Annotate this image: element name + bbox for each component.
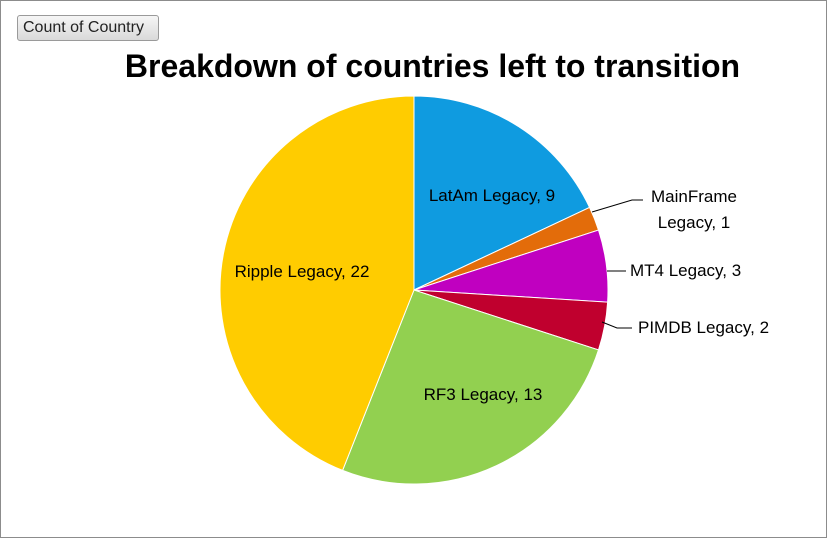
data-label-mainframe-line2: Legacy, 1: [658, 213, 730, 232]
data-label-ripple: Ripple Legacy, 22: [235, 262, 370, 281]
pie-slices: [219, 95, 609, 485]
pie-slice-ripple-legacy[interactable]: [219, 95, 415, 472]
pie-slice-rf3-legacy[interactable]: [341, 289, 600, 485]
leader-lines: [591, 199, 643, 329]
data-labels: LatAm Legacy, 9 MainFrame Legacy, 1 MT4 …: [235, 186, 769, 404]
data-label-latam: LatAm Legacy, 9: [429, 186, 555, 205]
leader-line-pimdb: [601, 321, 632, 329]
pie-slice-latam-legacy[interactable]: [413, 95, 591, 291]
data-label-pimdb: PIMDB Legacy, 2: [638, 318, 769, 337]
count-of-country-field-button[interactable]: Count of Country: [17, 15, 159, 41]
data-label-mt4: MT4 Legacy, 3: [630, 261, 741, 280]
leader-line-mainframe: [591, 199, 643, 213]
data-label-mainframe-line1: MainFrame: [651, 187, 737, 206]
chart-title: Breakdown of countries left to transitio…: [124, 48, 741, 84]
data-label-rf3: RF3 Legacy, 13: [424, 385, 543, 404]
